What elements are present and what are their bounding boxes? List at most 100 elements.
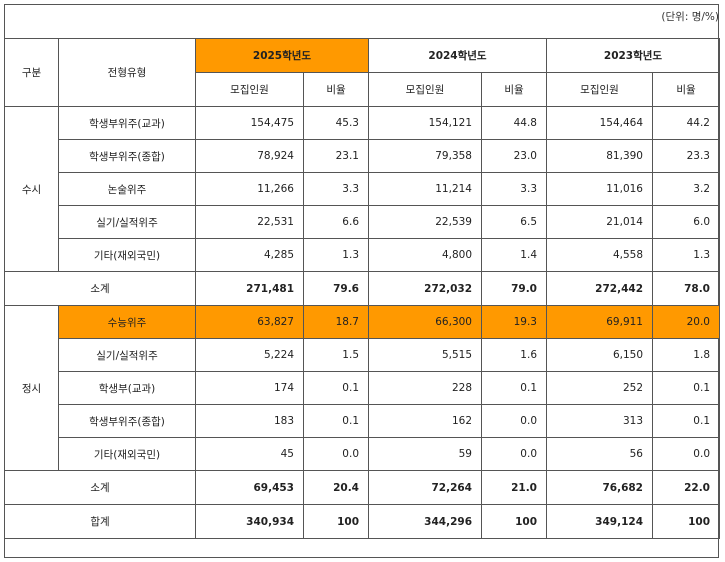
group-label-susi: 수시 — [4, 106, 59, 272]
cell-ratio: 44.2 — [652, 106, 720, 140]
header-ratio-2025: 비율 — [303, 72, 369, 107]
cell-count: 4,800 — [368, 238, 482, 272]
table-row-highlighted: 정시 수능위주 63,827 18.7 66,300 19.3 69,911 2… — [4, 305, 720, 471]
cell-count: 4,558 — [546, 238, 653, 272]
cell-ratio: 3.2 — [652, 172, 720, 206]
table-row: 실기/실적위주 5,224 1.5 5,515 1.6 6,150 1.8 — [5, 338, 720, 372]
cell-count: 183 — [195, 404, 304, 438]
total-row: 합계 340,934 100 344,296 100 349,124 100 — [4, 504, 720, 539]
cell-ratio: 0.1 — [303, 371, 369, 405]
cell-ratio: 79.6 — [303, 271, 369, 306]
cell-count: 252 — [546, 371, 653, 405]
cell-count: 5,515 — [368, 338, 482, 372]
cell-count: 272,442 — [546, 271, 653, 306]
cell-ratio: 79.0 — [481, 271, 547, 306]
cell-ratio: 78.0 — [652, 271, 720, 306]
cell-ratio: 45.3 — [303, 106, 369, 140]
group-label-jungsi: 정시 — [4, 305, 59, 471]
row-type: 기타(재외국민) — [58, 437, 196, 471]
cell-count: 22,539 — [368, 205, 482, 239]
cell-ratio: 44.8 — [481, 106, 547, 140]
cell-ratio: 3.3 — [303, 172, 369, 206]
cell-ratio: 22.0 — [652, 470, 720, 505]
cell-count: 78,924 — [195, 139, 304, 173]
cell-ratio: 23.3 — [652, 139, 720, 173]
cell-ratio: 1.4 — [481, 238, 547, 272]
header-year-2025: 2025학년도 — [195, 38, 369, 73]
cell-count: 344,296 — [368, 504, 482, 539]
cell-count: 21,014 — [546, 205, 653, 239]
cell-count: 56 — [546, 437, 653, 471]
cell-count: 22,531 — [195, 205, 304, 239]
header-count-2025: 모집인원 — [195, 72, 304, 107]
cell-count: 59 — [368, 437, 482, 471]
row-type: 기타(재외국민) — [58, 238, 196, 272]
table-row: 기타(재외국민) 45 0.0 59 0.0 56 0.0 — [5, 437, 720, 471]
cell-ratio: 21.0 — [481, 470, 547, 505]
table-row: 기타(재외국민) 4,285 1.3 4,800 1.4 4,558 1.3 — [5, 238, 720, 272]
cell-ratio: 20.4 — [303, 470, 369, 505]
cell-ratio: 0.1 — [481, 371, 547, 405]
admissions-table: 구분 전형유형 2025학년도 2024학년도 2023학년도 모집인원 비율 … — [4, 38, 720, 539]
table-row: 학생부위주(종합) 78,924 23.1 79,358 23.0 81,390… — [5, 139, 720, 173]
cell-count: 228 — [368, 371, 482, 405]
cell-ratio: 1.5 — [303, 338, 369, 372]
cell-count: 349,124 — [546, 504, 653, 539]
cell-count: 154,475 — [195, 106, 304, 140]
table-row: 학생부위주(종합) 183 0.1 162 0.0 313 0.1 — [5, 404, 720, 438]
cell-count: 45 — [195, 437, 304, 471]
cell-ratio: 1.6 — [481, 338, 547, 372]
row-type: 실기/실적위주 — [58, 205, 196, 239]
cell-ratio: 1.3 — [303, 238, 369, 272]
cell-count: 154,464 — [546, 106, 653, 140]
cell-count: 69,911 — [546, 305, 653, 339]
cell-count: 6,150 — [546, 338, 653, 372]
cell-ratio: 6.6 — [303, 205, 369, 239]
header-count-2024: 모집인원 — [368, 72, 482, 107]
cell-ratio: 0.0 — [303, 437, 369, 471]
table-row: 수시 학생부위주(교과) 154,475 45.3 154,121 44.8 1… — [4, 106, 720, 272]
unit-label: (단위: 명/%) — [661, 11, 719, 23]
cell-count: 11,016 — [546, 172, 653, 206]
header-year-2023: 2023학년도 — [546, 38, 720, 73]
cell-ratio: 100 — [652, 504, 720, 539]
row-type: 학생부위주(종합) — [58, 404, 196, 438]
cell-count: 154,121 — [368, 106, 482, 140]
table-row: 학생부(교과) 174 0.1 228 0.1 252 0.1 — [5, 371, 720, 405]
row-type: 실기/실적위주 — [58, 338, 196, 372]
cell-ratio: 100 — [481, 504, 547, 539]
cell-ratio: 0.0 — [481, 404, 547, 438]
cell-count: 271,481 — [195, 271, 304, 306]
header-category: 구분 — [4, 38, 59, 107]
cell-count: 174 — [195, 371, 304, 405]
row-type: 학생부위주(교과) — [58, 106, 196, 140]
cell-ratio: 0.1 — [652, 404, 720, 438]
cell-count: 69,453 — [195, 470, 304, 505]
cell-count: 162 — [368, 404, 482, 438]
cell-ratio: 0.0 — [481, 437, 547, 471]
cell-count: 63,827 — [195, 305, 304, 339]
subtotal-row-jungsi: 소계 69,453 20.4 72,264 21.0 76,682 22.0 — [4, 470, 720, 505]
table-row: 실기/실적위주 22,531 6.6 22,539 6.5 21,014 6.0 — [5, 205, 720, 239]
header-count-2023: 모집인원 — [546, 72, 653, 107]
cell-count: 81,390 — [546, 139, 653, 173]
table-row: 논술위주 11,266 3.3 11,214 3.3 11,016 3.2 — [5, 172, 720, 206]
cell-ratio: 19.3 — [481, 305, 547, 339]
cell-count: 4,285 — [195, 238, 304, 272]
cell-count: 5,224 — [195, 338, 304, 372]
cell-ratio: 0.0 — [652, 437, 720, 471]
cell-ratio: 20.0 — [652, 305, 720, 339]
cell-ratio: 23.0 — [481, 139, 547, 173]
header-year-2024: 2024학년도 — [368, 38, 547, 73]
cell-count: 313 — [546, 404, 653, 438]
cell-count: 272,032 — [368, 271, 482, 306]
cell-ratio: 0.1 — [303, 404, 369, 438]
cell-ratio: 23.1 — [303, 139, 369, 173]
cell-ratio: 6.5 — [481, 205, 547, 239]
header-row-columns: 모집인원 비율 모집인원 비율 모집인원 비율 — [5, 72, 720, 107]
cell-ratio: 18.7 — [303, 305, 369, 339]
row-type: 학생부위주(종합) — [58, 139, 196, 173]
header-row-years: 구분 전형유형 2025학년도 2024학년도 2023학년도 — [4, 38, 720, 107]
total-label: 합계 — [4, 504, 196, 539]
